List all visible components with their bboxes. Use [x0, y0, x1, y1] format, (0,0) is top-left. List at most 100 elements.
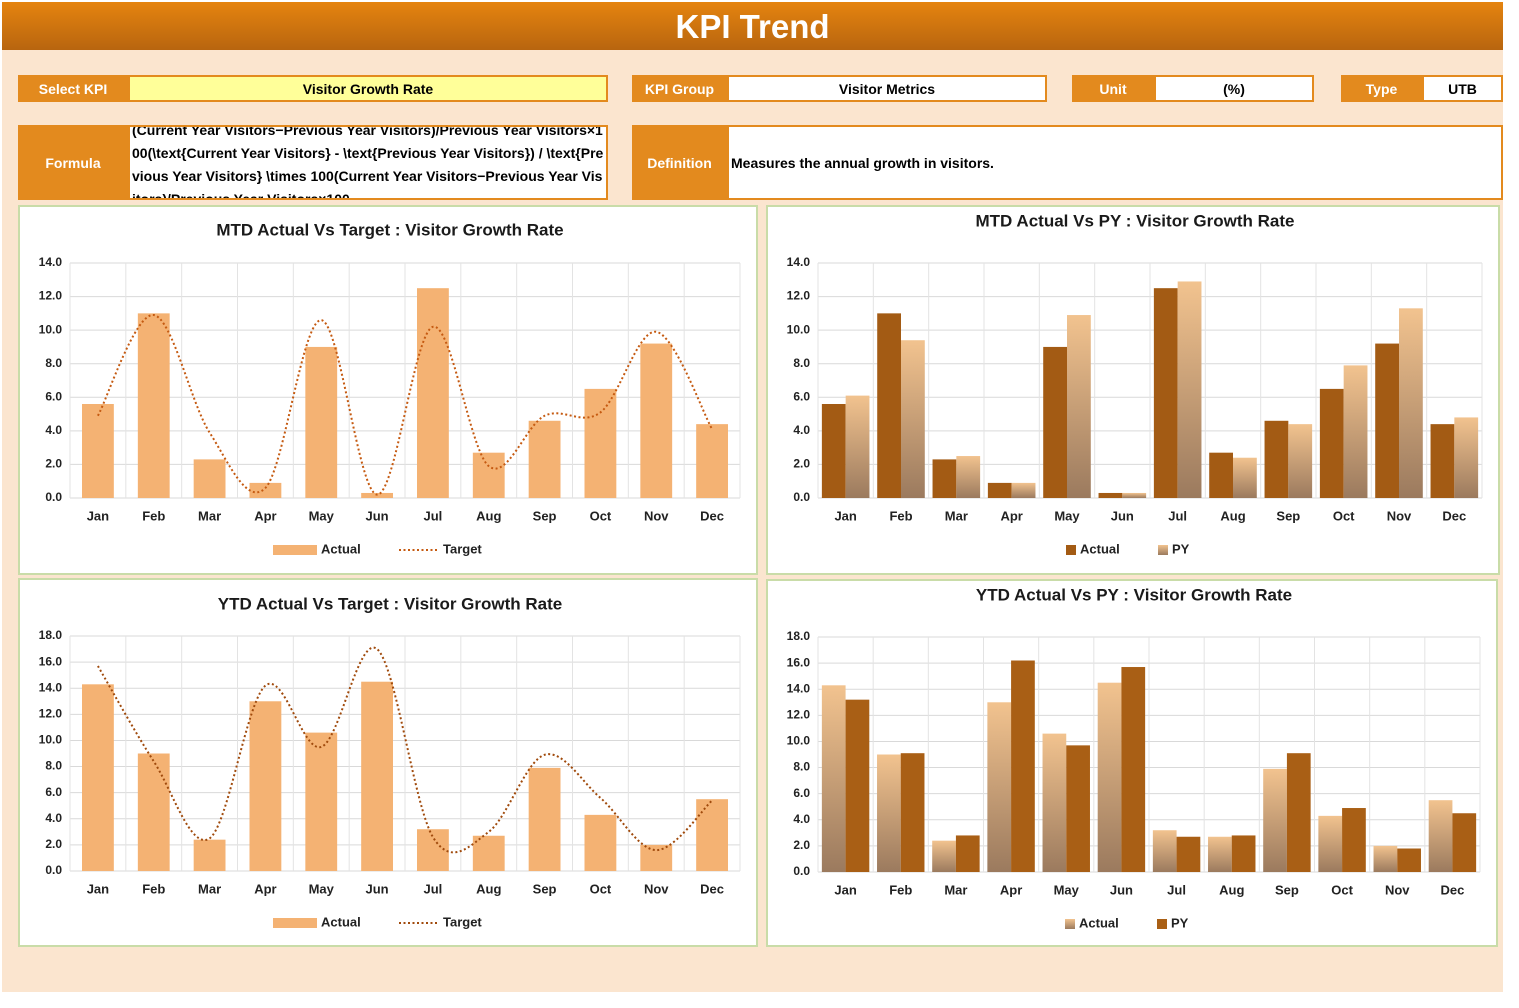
bar — [987, 482, 1012, 498]
bar — [1121, 667, 1146, 872]
bar — [417, 288, 449, 498]
bar — [1097, 682, 1122, 872]
field-label: Select KPI — [18, 75, 128, 102]
bar — [1263, 768, 1287, 872]
x-tick-label: Apr — [1000, 882, 1022, 897]
legend-label: Target — [443, 541, 482, 556]
x-tick-label: Jun — [1110, 882, 1133, 897]
y-tick-label: 12.0 — [39, 289, 63, 303]
y-tick-label: 4.0 — [793, 423, 810, 437]
x-tick-label: Sep — [533, 881, 557, 896]
dashboard-title: KPI Trend — [2, 2, 1503, 50]
y-tick-label: 12.0 — [39, 707, 63, 721]
legend-label: Actual — [1079, 915, 1119, 930]
bar — [82, 404, 114, 498]
x-tick-label: Feb — [142, 508, 165, 523]
y-tick-label: 10.0 — [39, 322, 63, 336]
y-tick-label: 10.0 — [787, 734, 811, 748]
bar — [1153, 288, 1178, 498]
legend-label: Actual — [321, 914, 361, 929]
y-tick-label: 18.0 — [39, 628, 63, 642]
bar — [1176, 836, 1201, 872]
bar — [821, 404, 846, 498]
x-tick-label: Apr — [254, 508, 276, 523]
legend-label: PY — [1171, 915, 1189, 930]
field-value: (%) — [1154, 75, 1314, 102]
legend-label: Actual — [321, 541, 361, 556]
field-value: Visitor Metrics — [727, 75, 1047, 102]
bar — [1043, 346, 1067, 498]
bar — [1342, 808, 1366, 872]
bar — [137, 313, 170, 498]
x-tick-label: Sep — [533, 508, 557, 523]
bar — [472, 835, 505, 871]
bar — [193, 839, 226, 871]
bar — [82, 684, 114, 871]
legend-label: PY — [1172, 541, 1190, 556]
x-tick-label: Aug — [476, 508, 501, 523]
x-tick-label: Oct — [1333, 508, 1355, 523]
y-tick-label: 6.0 — [793, 786, 810, 800]
y-tick-label: 6.0 — [45, 389, 62, 403]
x-tick-label: Aug — [476, 881, 501, 896]
field-label: KPI Group — [632, 75, 727, 102]
bar — [1452, 813, 1477, 872]
x-tick-label: Mar — [945, 508, 968, 523]
y-tick-label: 0.0 — [45, 490, 62, 504]
kpi-select[interactable]: Visitor Growth Rate — [128, 75, 608, 102]
field-value: UTB — [1422, 75, 1503, 102]
bar — [845, 395, 870, 498]
bar — [1399, 308, 1423, 498]
bar — [1233, 457, 1257, 498]
bar — [361, 681, 393, 871]
y-tick-label: 16.0 — [39, 654, 63, 668]
bar — [305, 346, 338, 498]
x-tick-label: May — [1054, 508, 1080, 523]
bar — [1264, 420, 1289, 498]
x-tick-label: Jan — [87, 508, 109, 523]
y-tick-label: 0.0 — [793, 490, 810, 504]
x-tick-label: Jan — [87, 881, 109, 896]
field-label: Type — [1341, 75, 1422, 102]
chart-title: MTD Actual Vs PY : Visitor Growth Rate — [976, 211, 1295, 230]
y-tick-label: 10.0 — [39, 733, 63, 747]
bar — [900, 753, 925, 872]
x-tick-label: Feb — [889, 508, 912, 523]
bar — [1343, 365, 1368, 498]
y-tick-label: 6.0 — [793, 389, 810, 403]
y-tick-label: 4.0 — [45, 811, 62, 825]
chart-title: MTD Actual Vs Target : Visitor Growth Ra… — [216, 220, 563, 239]
y-tick-label: 8.0 — [793, 760, 810, 774]
bar — [1011, 482, 1036, 498]
y-tick-label: 0.0 — [793, 864, 810, 878]
x-tick-label: Feb — [889, 882, 912, 897]
bar — [305, 732, 338, 871]
x-tick-label: Jan — [834, 508, 856, 523]
bar — [1122, 492, 1147, 498]
y-tick-label: 0.0 — [45, 863, 62, 877]
bar — [877, 313, 901, 498]
x-tick-label: Oct — [1331, 882, 1353, 897]
x-tick-label: Jun — [366, 881, 389, 896]
y-tick-label: 14.0 — [39, 255, 63, 269]
bar — [193, 459, 226, 498]
y-tick-label: 6.0 — [45, 785, 62, 799]
x-tick-label: Dec — [1442, 508, 1466, 523]
y-tick-label: 10.0 — [787, 322, 811, 336]
x-tick-label: Apr — [254, 881, 276, 896]
bar — [528, 767, 561, 871]
target-line — [97, 314, 713, 496]
y-tick-label: 14.0 — [787, 681, 811, 695]
bar — [1177, 281, 1202, 498]
bar — [1397, 848, 1421, 872]
y-tick-label: 18.0 — [787, 629, 811, 643]
bar — [821, 685, 846, 872]
x-tick-label: Sep — [1276, 508, 1300, 523]
y-tick-label: 2.0 — [793, 457, 810, 471]
x-tick-label: Aug — [1219, 882, 1244, 897]
y-tick-label: 8.0 — [45, 759, 62, 773]
legend-swatch — [1158, 545, 1168, 555]
bar — [137, 753, 170, 871]
bar — [987, 702, 1012, 872]
bar — [640, 343, 673, 498]
